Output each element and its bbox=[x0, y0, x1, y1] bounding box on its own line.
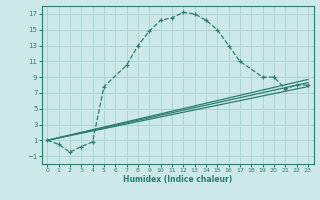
X-axis label: Humidex (Indice chaleur): Humidex (Indice chaleur) bbox=[123, 175, 232, 184]
